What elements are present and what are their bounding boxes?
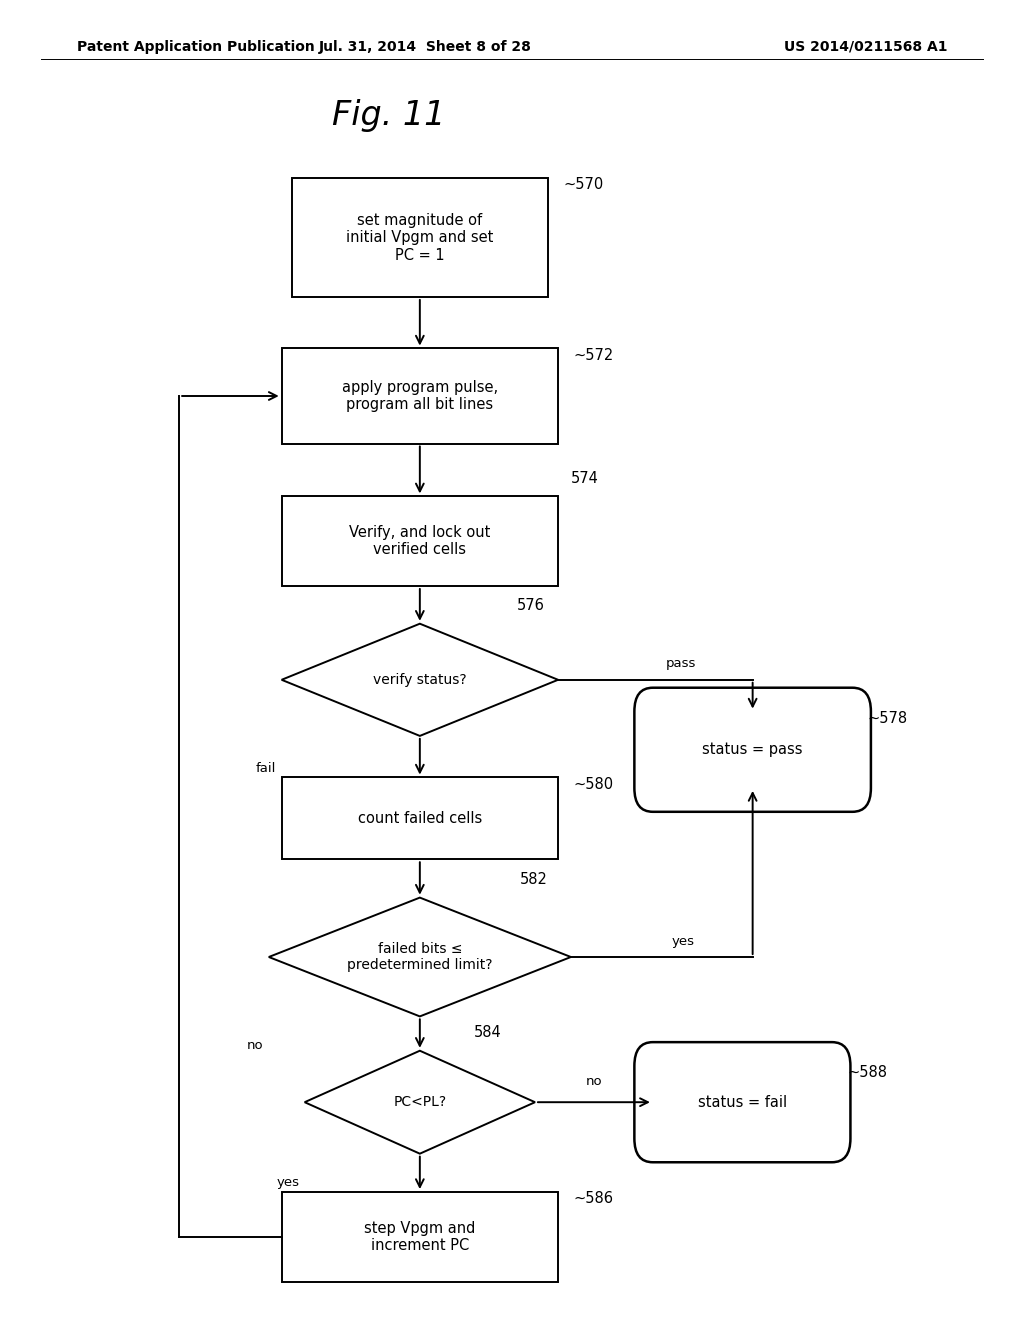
Text: status = fail: status = fail bbox=[697, 1094, 787, 1110]
Text: set magnitude of
initial Vpgm and set
PC = 1: set magnitude of initial Vpgm and set PC… bbox=[346, 213, 494, 263]
Text: Fig. 11: Fig. 11 bbox=[333, 99, 445, 132]
Text: US 2014/0211568 A1: US 2014/0211568 A1 bbox=[783, 40, 947, 54]
Text: ∼572: ∼572 bbox=[573, 347, 613, 363]
Text: 584: 584 bbox=[473, 1026, 502, 1040]
FancyBboxPatch shape bbox=[282, 1192, 558, 1282]
Text: PC<PL?: PC<PL? bbox=[393, 1096, 446, 1109]
Text: ∼578: ∼578 bbox=[868, 710, 908, 726]
Text: yes: yes bbox=[672, 935, 695, 948]
FancyBboxPatch shape bbox=[282, 348, 558, 444]
FancyBboxPatch shape bbox=[634, 688, 870, 812]
FancyBboxPatch shape bbox=[634, 1043, 850, 1162]
Text: fail: fail bbox=[256, 763, 276, 775]
Text: ∼586: ∼586 bbox=[573, 1191, 613, 1206]
Text: apply program pulse,
program all bit lines: apply program pulse, program all bit lin… bbox=[342, 380, 498, 412]
FancyBboxPatch shape bbox=[292, 178, 548, 297]
Text: 576: 576 bbox=[517, 598, 545, 612]
Text: ∼570: ∼570 bbox=[563, 177, 603, 193]
Text: Verify, and lock out
verified cells: Verify, and lock out verified cells bbox=[349, 525, 490, 557]
Text: count failed cells: count failed cells bbox=[357, 810, 482, 826]
Text: ∼580: ∼580 bbox=[573, 776, 613, 792]
Text: no: no bbox=[247, 1039, 263, 1052]
Text: verify status?: verify status? bbox=[373, 673, 467, 686]
Polygon shape bbox=[305, 1051, 535, 1154]
Text: 574: 574 bbox=[570, 471, 598, 486]
Text: Jul. 31, 2014  Sheet 8 of 28: Jul. 31, 2014 Sheet 8 of 28 bbox=[318, 40, 531, 54]
Text: failed bits ≤
predetermined limit?: failed bits ≤ predetermined limit? bbox=[347, 942, 493, 972]
Polygon shape bbox=[282, 624, 558, 737]
Text: ∼588: ∼588 bbox=[848, 1065, 888, 1080]
Text: Patent Application Publication: Patent Application Publication bbox=[77, 40, 314, 54]
Text: no: no bbox=[586, 1074, 602, 1088]
Text: yes: yes bbox=[276, 1176, 299, 1189]
Text: 582: 582 bbox=[519, 873, 548, 887]
FancyBboxPatch shape bbox=[282, 777, 558, 859]
Text: pass: pass bbox=[666, 657, 696, 671]
Text: status = pass: status = pass bbox=[702, 742, 803, 758]
Text: step Vpgm and
increment PC: step Vpgm and increment PC bbox=[365, 1221, 475, 1253]
Polygon shape bbox=[268, 898, 571, 1016]
FancyBboxPatch shape bbox=[282, 496, 558, 586]
